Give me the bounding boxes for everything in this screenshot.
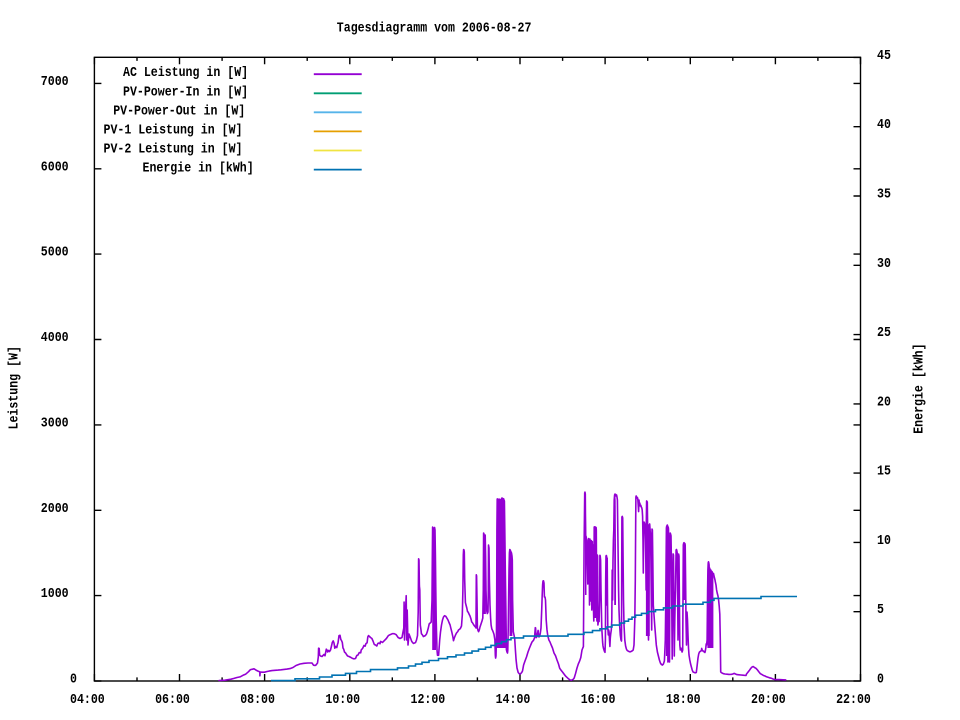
svg-text:06:00: 06:00 xyxy=(155,692,190,708)
svg-text:22:00: 22:00 xyxy=(836,692,871,708)
svg-text:20: 20 xyxy=(877,394,891,410)
svg-text:25: 25 xyxy=(877,325,891,341)
svg-text:20:00: 20:00 xyxy=(751,692,786,708)
svg-text:15: 15 xyxy=(877,464,891,480)
svg-text:35: 35 xyxy=(877,187,891,203)
svg-text:04:00: 04:00 xyxy=(70,692,105,708)
svg-text:Energie [kWh]: Energie [kWh] xyxy=(911,343,927,433)
svg-text:40: 40 xyxy=(877,117,891,133)
svg-text:PV-Power-In in [W]: PV-Power-In in [W] xyxy=(123,84,248,100)
svg-text:10: 10 xyxy=(877,533,891,549)
svg-text:08:00: 08:00 xyxy=(240,692,275,708)
svg-text:5000: 5000 xyxy=(41,245,69,261)
svg-text:0: 0 xyxy=(70,672,77,688)
svg-text:10:00: 10:00 xyxy=(325,692,360,708)
svg-text:5: 5 xyxy=(877,602,884,618)
svg-text:1000: 1000 xyxy=(41,586,69,602)
svg-text:16:00: 16:00 xyxy=(581,692,616,708)
svg-text:0: 0 xyxy=(877,672,884,688)
svg-text:Energie in [kWh]: Energie in [kWh] xyxy=(143,161,254,177)
svg-text:7000: 7000 xyxy=(41,74,69,90)
svg-text:3000: 3000 xyxy=(41,415,69,431)
svg-text:PV-Power-Out in [W]: PV-Power-Out in [W] xyxy=(113,103,245,119)
svg-text:Tagesdiagramm vom 2006-08-27: Tagesdiagramm vom 2006-08-27 xyxy=(337,20,532,36)
svg-text:30: 30 xyxy=(877,256,891,272)
svg-text:4000: 4000 xyxy=(41,330,69,346)
svg-text:45: 45 xyxy=(877,48,891,64)
svg-text:AC Leistung in [W]: AC Leistung in [W] xyxy=(123,65,248,81)
svg-text:Leistung [W]: Leistung [W] xyxy=(6,346,22,429)
svg-text:18:00: 18:00 xyxy=(666,692,701,708)
svg-text:12:00: 12:00 xyxy=(411,692,446,708)
svg-text:PV-2 Leistung in [W]: PV-2 Leistung in [W] xyxy=(104,142,243,158)
svg-text:PV-1 Leistung in [W]: PV-1 Leistung in [W] xyxy=(104,122,243,138)
svg-text:6000: 6000 xyxy=(41,159,69,175)
svg-text:14:00: 14:00 xyxy=(496,692,531,708)
svg-text:2000: 2000 xyxy=(41,501,69,517)
